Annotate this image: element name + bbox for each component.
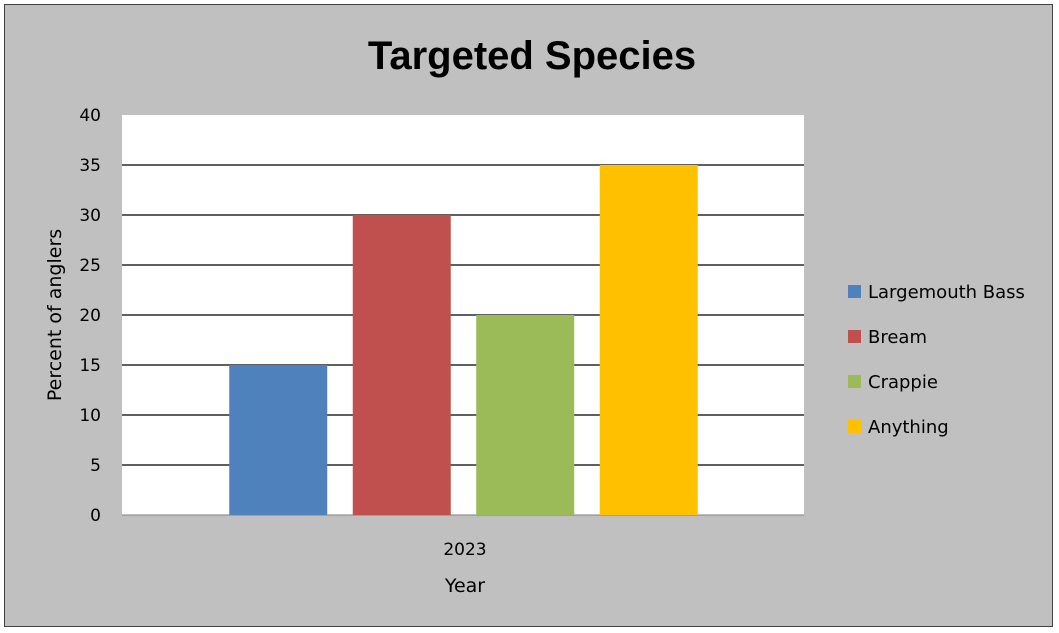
legend-swatch (848, 420, 861, 433)
legend-label: Largemouth Bass (868, 282, 1025, 303)
legend-swatch (848, 330, 861, 343)
y-tick-label: 5 (90, 456, 101, 476)
y-tick-label: 0 (90, 506, 101, 526)
bar-crappie (476, 315, 575, 515)
y-axis-ticks: 0 5 10 15 20 25 30 35 40 (79, 106, 101, 526)
legend: Largemouth Bass Bream Crappie Anything (848, 282, 1025, 438)
y-tick-label: 20 (79, 306, 101, 326)
legend-label: Anything (868, 417, 949, 438)
legend-label: Bream (868, 327, 927, 348)
legend-swatch (848, 285, 861, 298)
x-axis-label: Year (444, 575, 485, 597)
y-tick-label: 25 (79, 256, 101, 276)
y-tick-label: 10 (79, 406, 101, 426)
y-tick-label: 40 (79, 106, 101, 126)
chart-title: Targeted Species (368, 34, 696, 78)
bars (229, 165, 698, 515)
legend-swatch (848, 375, 861, 388)
legend-label: Crappie (868, 372, 938, 393)
bar-largemouth-bass (229, 365, 328, 515)
bar-anything (599, 165, 698, 515)
y-tick-label: 15 (79, 356, 101, 376)
y-tick-label: 35 (79, 156, 101, 176)
x-tick-label: 2023 (443, 540, 486, 560)
y-tick-label: 30 (79, 206, 101, 226)
y-axis-label: Percent of anglers (44, 229, 66, 401)
bar-bream (352, 215, 451, 515)
